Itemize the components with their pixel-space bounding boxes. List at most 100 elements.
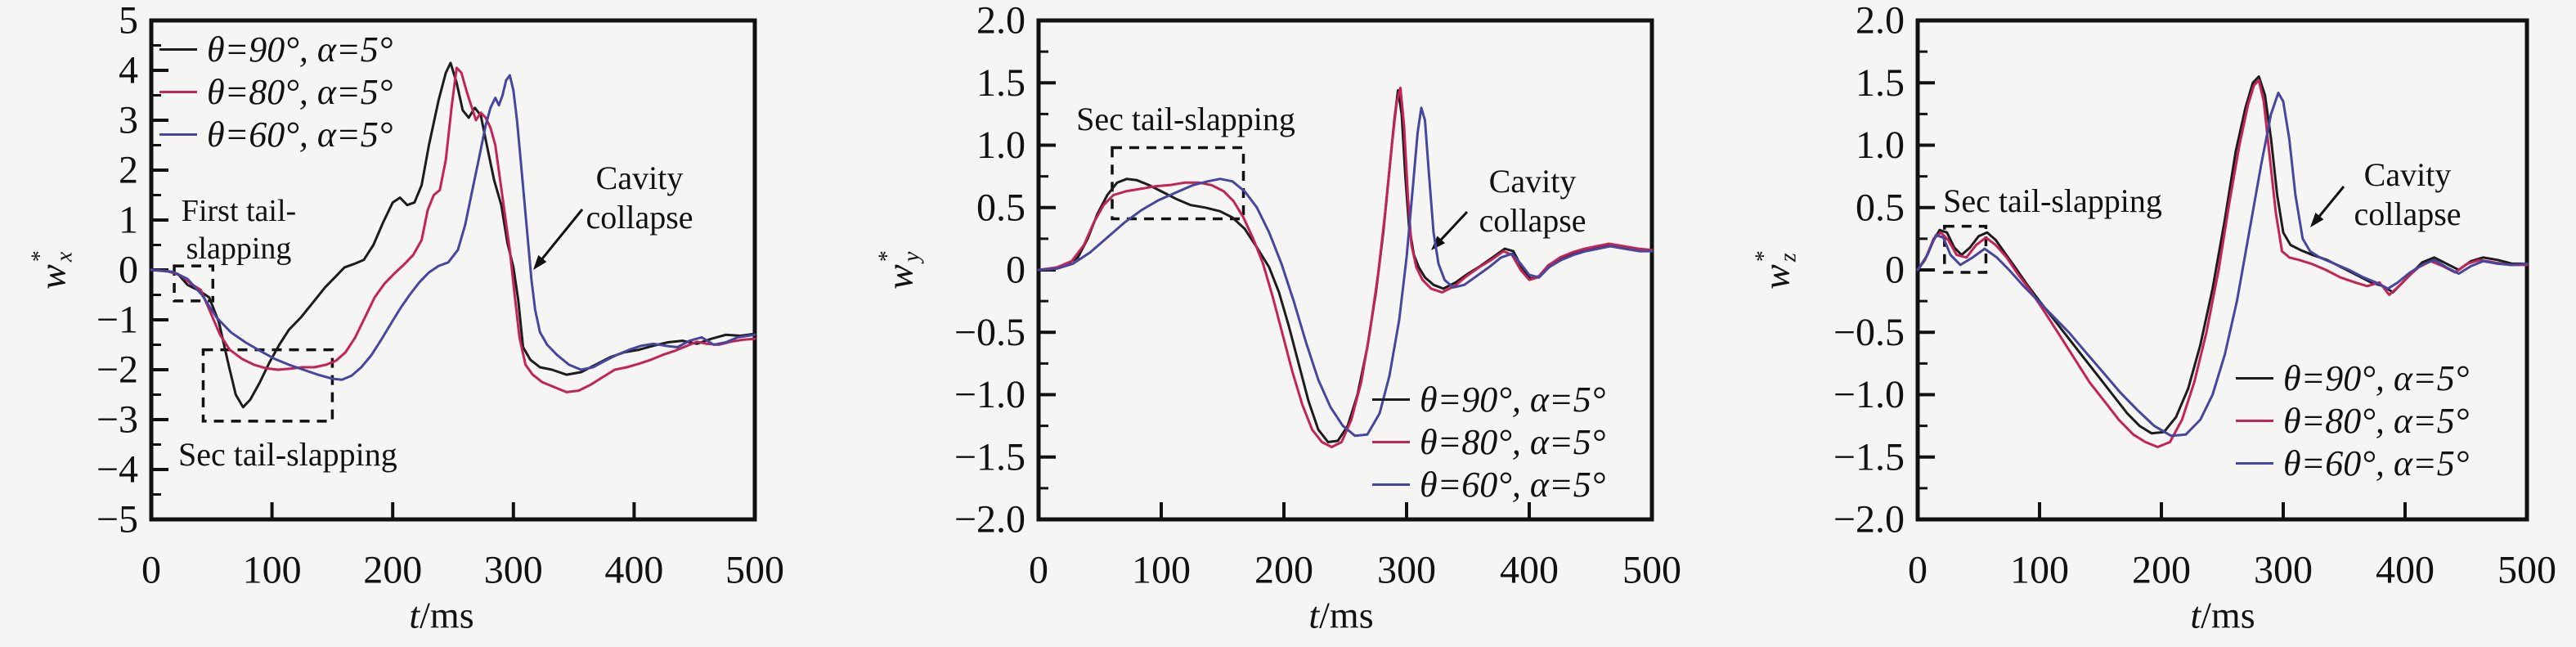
x-axis-label-1: t/ms: [409, 594, 474, 636]
y-tick-label: −2.0: [1833, 498, 1905, 541]
x-tick-label: 500: [2497, 549, 2556, 592]
legend-line-theta60: [1372, 483, 1410, 486]
annotation-sec-tail-slapping-1: Sec tail-slapping: [178, 436, 397, 473]
y-tick-label: −2.0: [954, 498, 1025, 541]
y-tick-label: 0: [119, 249, 138, 292]
y-tick-label: −0.5: [1833, 311, 1905, 354]
y-tick-label: 0.5: [976, 186, 1025, 229]
y-tick-label: −1: [96, 299, 138, 342]
y-tick-label: 1.0: [976, 124, 1025, 167]
legend-label: θ=60°, α=5°: [207, 114, 393, 155]
x-tick-label: 300: [1377, 549, 1436, 592]
legend-line-theta60: [2236, 461, 2273, 465]
x-tick-label: 0: [1908, 549, 1928, 592]
x-axis-label-2: t/ms: [1308, 594, 1374, 636]
x-tick-label: 400: [2376, 549, 2435, 592]
chart-wy: 2.01.51.00.50−0.5−1.0−1.5−2.00 100 200 300 4…: [954, 0, 1681, 592]
annotation-cavity-collapse-1: Cavity collapse: [586, 160, 693, 236]
x-tick-label: 0: [1029, 549, 1048, 592]
y-tick-label: 2.0: [976, 0, 1025, 43]
y-tick-label: −0.5: [954, 311, 1025, 354]
legend-entry: θ=60°, α=5°: [1372, 463, 1605, 505]
annotation-sec-tail-slapping-3: Sec tail-slapping: [1943, 182, 2162, 219]
legend-label: θ=60°, α=5°: [2283, 443, 2470, 483]
legend-label: θ=90°, α=5°: [207, 29, 393, 70]
x-tick-label: 400: [1500, 549, 1559, 592]
cavity-collapse-arrow: [1437, 210, 1469, 244]
tail-slapping-dashed-box: [1111, 146, 1245, 221]
series-line-80: [1916, 79, 2529, 448]
legend-entry: θ=80°, α=5°: [2236, 399, 2469, 442]
legend-entry: θ=80°, α=5°: [159, 70, 393, 113]
legend-entry: θ=60°, α=5°: [2236, 442, 2469, 484]
x-tick-label: 100: [243, 549, 302, 592]
x-tick-label: 200: [363, 549, 422, 592]
y-tick-label: −1.0: [1833, 373, 1905, 416]
tail-slapping-dashed-box: [201, 348, 334, 423]
legend-entry: θ=80°, α=5°: [1372, 420, 1605, 463]
legend-entry: θ=90°, α=5°: [159, 28, 393, 70]
legend-line-theta90: [2236, 376, 2273, 380]
tail-slapping-dashed-box: [1943, 224, 1988, 274]
x-tick-label: 200: [2132, 549, 2191, 592]
x-tick-label: 300: [484, 549, 543, 592]
y-tick-label: 1: [119, 199, 138, 242]
y-axis-label-wx: w * x: [27, 250, 77, 290]
x-tick-label: 200: [1254, 549, 1313, 592]
x-tick-label: 100: [1132, 549, 1191, 592]
legend-entry: θ=90°, α=5°: [1372, 378, 1605, 420]
y-tick-label: 1.5: [1856, 61, 1905, 105]
x-tick-label: 300: [2254, 549, 2313, 592]
y-tick-label: 5: [119, 0, 138, 43]
x-tick-label: 0: [141, 549, 161, 592]
legend-label: θ=90°, α=5°: [1420, 379, 1606, 420]
cavity-collapse-arrowhead: [2310, 212, 2324, 227]
y-tick-label: −4: [96, 448, 138, 492]
legend-line-theta90: [159, 47, 197, 51]
y-tick-label: 4: [119, 49, 138, 92]
y-tick-label: 1.0: [1856, 124, 1905, 167]
series-line-80: [150, 66, 756, 393]
legend-label: θ=80°, α=5°: [207, 71, 393, 112]
legend-line-theta90: [1372, 398, 1410, 401]
series-line-60: [1037, 106, 1654, 438]
cavity-collapse-arrowhead: [533, 254, 547, 270]
legend-chart-1: θ=90°, α=5° θ=80°, α=5° θ=60°, α=5°: [159, 28, 393, 155]
legend-line-theta80: [1372, 440, 1410, 443]
series-line-60: [150, 74, 756, 381]
legend-label: θ=80°, α=5°: [2283, 400, 2470, 441]
y-tick-label: −1.5: [954, 435, 1025, 479]
legend-line-theta60: [159, 133, 197, 136]
annotation-cavity-collapse-3: Cavity collapse: [2354, 156, 2462, 232]
legend-label: θ=90°, α=5°: [2283, 357, 2470, 398]
y-tick-label: 2.0: [1856, 0, 1905, 43]
y-tick-label: −1.5: [1833, 435, 1905, 479]
annotation-cavity-collapse-2: Cavity collapse: [1479, 163, 1586, 239]
y-tick-label: 0.5: [1856, 186, 1905, 229]
annotation-sec-tail-slapping-2: Sec tail-slapping: [1076, 101, 1295, 137]
chart-wz: 2.01.51.00.50−0.5−1.0−1.5−2.00 100 200 300 4…: [1833, 0, 2556, 592]
cavity-collapse-arrow: [2315, 186, 2345, 221]
tail-slapping-dashed-box: [173, 264, 215, 303]
x-tick-label: 400: [604, 549, 663, 592]
y-tick-label: 2: [119, 149, 138, 192]
cavity-collapse-arrow: [538, 209, 584, 263]
y-tick-label: 3: [119, 99, 138, 142]
y-tick-label: −2: [96, 348, 138, 392]
legend-line-theta80: [2236, 419, 2273, 422]
y-tick-label: −5: [96, 498, 138, 541]
x-tick-label: 500: [1622, 549, 1681, 592]
y-tick-label: 0: [1885, 249, 1905, 292]
y-tick-label: −3: [96, 398, 138, 442]
x-tick-label: 500: [725, 549, 784, 592]
x-tick-label: 100: [2010, 549, 2069, 592]
y-axis-label-wy: w * y: [874, 250, 924, 290]
legend-chart-3: θ=90°, α=5° θ=80°, α=5° θ=60°, α=5°: [2236, 357, 2469, 484]
legend-label: θ=80°, α=5°: [1420, 421, 1606, 462]
legend-label: θ=60°, α=5°: [1420, 464, 1606, 505]
x-axis-label-3: t/ms: [2190, 594, 2255, 636]
y-tick-label: 0: [1006, 249, 1025, 292]
legend-entry: θ=60°, α=5°: [159, 113, 393, 155]
